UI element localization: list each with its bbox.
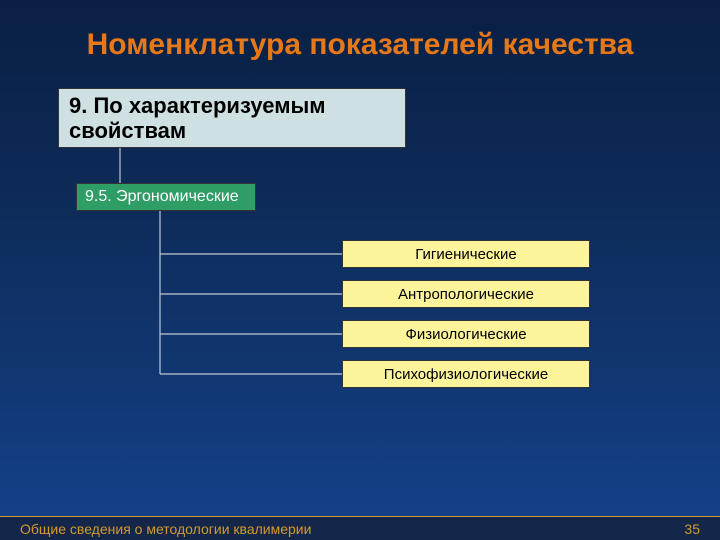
tree-sub: 9.5. Эргономические — [76, 183, 256, 211]
footer-text: Общие сведения о методологии квалимерии — [20, 521, 311, 537]
tree-root: 9. По характеризуемым свойствам — [58, 88, 406, 148]
tree-leaf-label: Психофизиологические — [384, 366, 548, 383]
tree-connectors — [0, 0, 720, 540]
tree-leaf: Психофизиологические — [342, 360, 590, 388]
tree-sub-label: 9.5. Эргономические — [85, 188, 239, 206]
slide-title: Номенклатура показателей качества — [0, 28, 720, 62]
tree-leaf-label: Гигиенические — [415, 246, 516, 263]
tree-root-label: 9. По характеризуемым свойствам — [69, 93, 395, 144]
footer: Общие сведения о методологии квалимерии … — [0, 516, 720, 540]
tree-leaf-label: Антропологические — [398, 286, 534, 303]
page-number: 35 — [684, 521, 700, 537]
tree-leaf: Антропологические — [342, 280, 590, 308]
tree-leaf-label: Физиологические — [405, 326, 526, 343]
tree-leaf: Гигиенические — [342, 240, 590, 268]
tree-leaf: Физиологические — [342, 320, 590, 348]
slide: Номенклатура показателей качества 9. По … — [0, 0, 720, 540]
